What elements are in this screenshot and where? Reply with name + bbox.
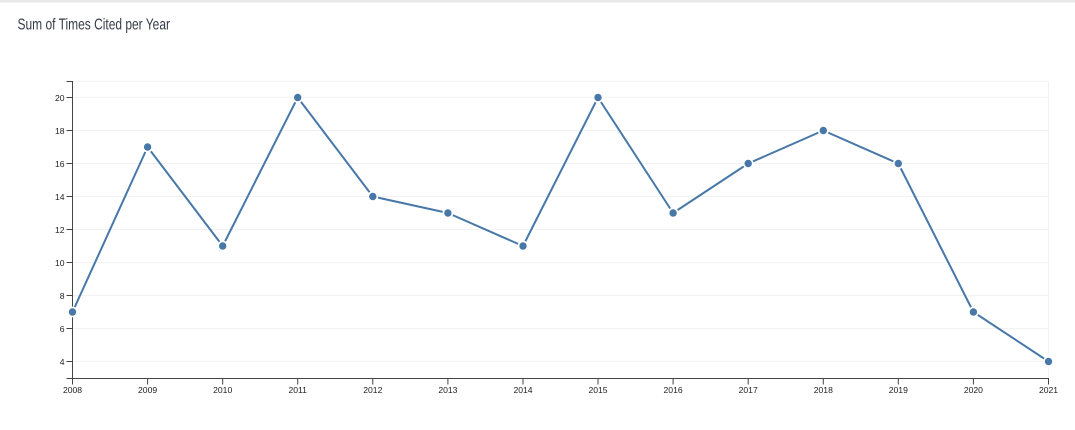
svg-text:4: 4 xyxy=(60,357,65,367)
svg-text:Sum of Times Cited per Year: Sum of Times Cited per Year xyxy=(18,17,171,34)
svg-text:20: 20 xyxy=(55,93,65,103)
svg-text:2016: 2016 xyxy=(664,385,683,395)
svg-text:8: 8 xyxy=(60,291,65,301)
svg-text:18: 18 xyxy=(55,126,65,136)
svg-text:2008: 2008 xyxy=(63,385,82,395)
svg-text:2019: 2019 xyxy=(889,385,908,395)
svg-text:2014: 2014 xyxy=(513,385,532,395)
svg-text:2018: 2018 xyxy=(814,385,833,395)
svg-text:2017: 2017 xyxy=(739,385,758,395)
svg-text:2009: 2009 xyxy=(138,385,157,395)
svg-text:14: 14 xyxy=(55,192,65,202)
svg-text:2015: 2015 xyxy=(588,385,607,395)
svg-text:6: 6 xyxy=(60,324,65,334)
svg-text:2010: 2010 xyxy=(213,385,232,395)
svg-text:2011: 2011 xyxy=(288,385,307,395)
svg-text:2012: 2012 xyxy=(363,385,382,395)
svg-text:12: 12 xyxy=(55,225,65,235)
svg-text:2013: 2013 xyxy=(438,385,457,395)
svg-text:10: 10 xyxy=(55,258,65,268)
svg-text:16: 16 xyxy=(55,159,65,169)
svg-text:2021: 2021 xyxy=(1039,385,1058,395)
svg-text:2020: 2020 xyxy=(964,385,983,395)
